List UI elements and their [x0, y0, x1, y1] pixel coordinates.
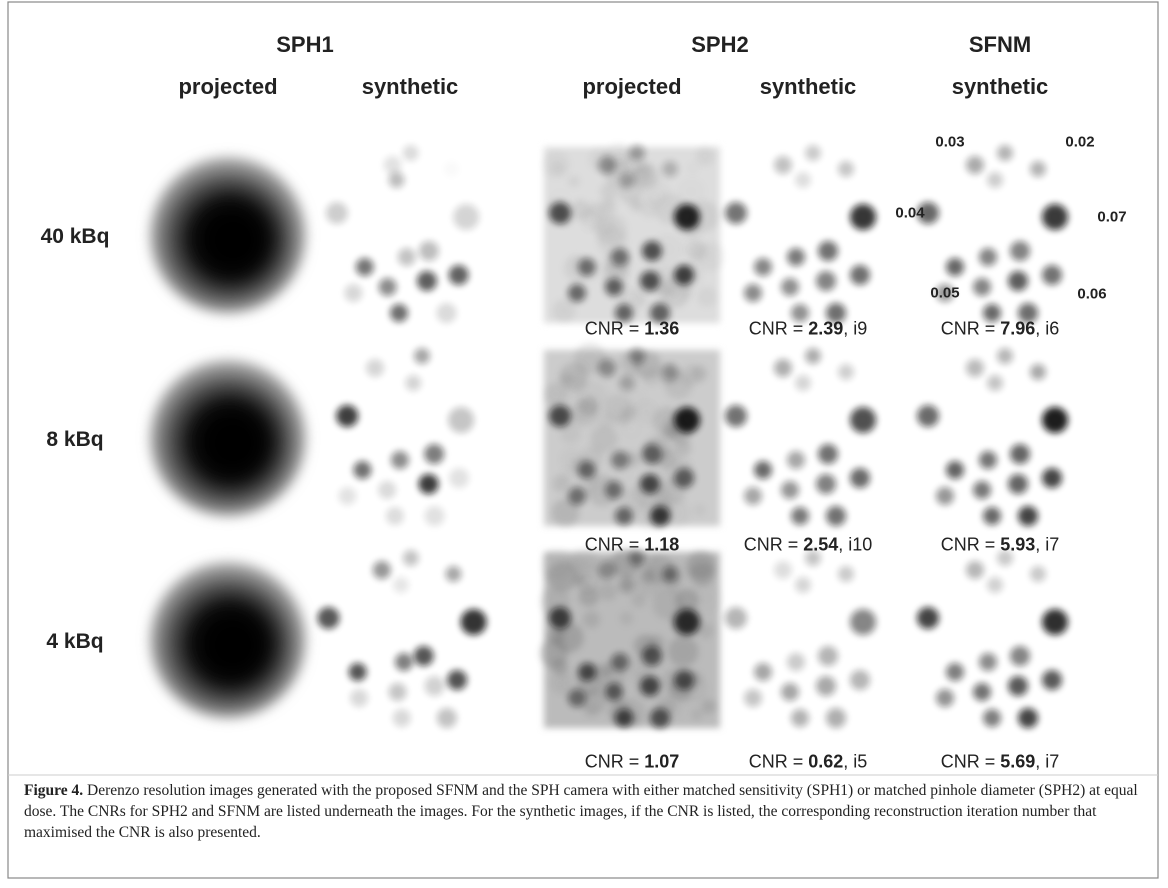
synthetic-image — [917, 550, 1068, 728]
cnr-value: 1.07 — [644, 752, 679, 772]
cnr-value: 5.69 — [1000, 752, 1035, 772]
column-header: synthetic — [362, 74, 459, 100]
group-header: SPH2 — [691, 32, 748, 58]
row-label: 4 kBq — [46, 630, 103, 654]
column-header: synthetic — [760, 74, 857, 100]
projected-image — [150, 562, 306, 718]
cnr-value: 2.39 — [808, 319, 843, 339]
synthetic-image — [317, 550, 486, 728]
annotation: 0.05 — [930, 285, 959, 302]
cnr-prefix: CNR = — [941, 319, 996, 339]
cnr-value: 0.62 — [808, 752, 843, 772]
annotation: 0.02 — [1065, 134, 1094, 151]
caption-label: Figure 4. — [24, 782, 83, 799]
cnr-prefix: CNR = — [585, 752, 640, 772]
cnr-prefix: CNR = — [749, 752, 804, 772]
cnr-prefix: CNR = — [585, 319, 640, 339]
cnr-label: CNR = 2.54, i10 — [744, 535, 873, 556]
row-label: 8 kBq — [46, 428, 103, 452]
annotation: 0.04 — [895, 205, 924, 222]
cnr-prefix: CNR = — [941, 752, 996, 772]
cnr-value: 2.54 — [803, 535, 838, 555]
synthetic-image — [336, 348, 474, 526]
synthetic-image — [917, 348, 1068, 526]
cnr-label: CNR = 7.96, i6 — [941, 319, 1060, 340]
group-header: SPH1 — [276, 32, 333, 58]
caption: Figure 4. Derenzo resolution images gene… — [24, 780, 1142, 843]
synthetic-image — [725, 550, 876, 728]
cnr-prefix: CNR = — [585, 535, 640, 555]
caption-text: Derenzo resolution images generated with… — [24, 782, 1138, 841]
cnr-value: 7.96 — [1000, 319, 1035, 339]
cnr-iteration: , i9 — [843, 319, 867, 339]
synthetic-image — [725, 348, 876, 526]
cnr-prefix: CNR = — [744, 535, 799, 555]
annotation: 0.06 — [1077, 286, 1106, 303]
projected-image — [540, 548, 722, 728]
column-header: synthetic — [952, 74, 1049, 100]
cnr-label: CNR = 5.93, i7 — [941, 535, 1060, 556]
cnr-iteration: , i5 — [843, 752, 867, 772]
cnr-iteration: , i10 — [838, 535, 872, 555]
cnr-label: CNR = 1.07 — [585, 752, 680, 773]
cnr-label: CNR = 0.62, i5 — [749, 752, 868, 773]
cnr-label: CNR = 1.18 — [585, 535, 680, 556]
projected-image — [150, 157, 306, 313]
cnr-value: 1.18 — [644, 535, 679, 555]
projected-image — [150, 360, 306, 516]
annotation: 0.07 — [1097, 209, 1126, 226]
cnr-label: CNR = 2.39, i9 — [749, 319, 868, 340]
cnr-value: 1.36 — [644, 319, 679, 339]
column-header: projected — [178, 74, 277, 100]
figure-page: Figure 4. Derenzo resolution images gene… — [0, 0, 1168, 888]
projected-image — [543, 143, 725, 323]
cnr-iteration: , i7 — [1035, 752, 1059, 772]
row-label: 40 kBq — [41, 225, 110, 249]
cnr-iteration: , i7 — [1035, 535, 1059, 555]
annotation: 0.03 — [935, 134, 964, 151]
projected-image — [544, 343, 720, 530]
column-header: projected — [582, 74, 681, 100]
cnr-label: CNR = 1.36 — [585, 319, 680, 340]
cnr-prefix: CNR = — [749, 319, 804, 339]
cnr-value: 5.93 — [1000, 535, 1035, 555]
group-header: SFNM — [969, 32, 1031, 58]
cnr-prefix: CNR = — [941, 535, 996, 555]
cnr-label: CNR = 5.69, i7 — [941, 752, 1060, 773]
cnr-iteration: , i6 — [1035, 319, 1059, 339]
synthetic-image — [326, 145, 479, 323]
synthetic-image — [725, 145, 876, 323]
